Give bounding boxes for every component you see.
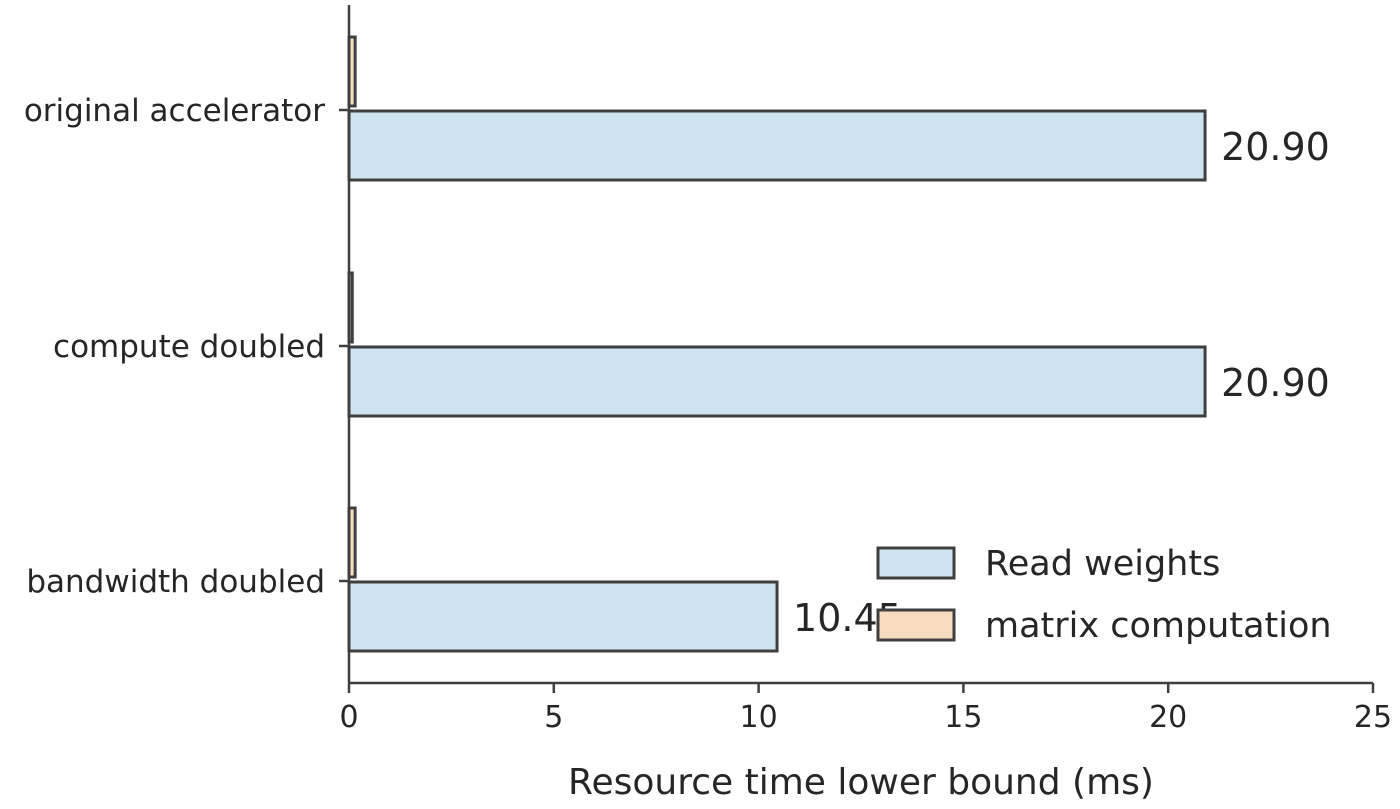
x-axis-label: Resource time lower bound (ms)	[568, 762, 1154, 803]
x-tick-label-25: 25	[1354, 700, 1392, 735]
x-tick-label-15: 15	[944, 700, 982, 735]
legend: Read weights matrix computation	[876, 544, 1332, 646]
data-label-original-accelerator: 20.90	[1221, 125, 1330, 169]
legend-swatch-matrix-computation	[876, 608, 956, 642]
category-label-bandwidth-doubled: bandwidth doubled	[26, 564, 325, 600]
labels-layer: 20.90 original accelerator 20.90 compute do…	[24, 93, 1392, 735]
category-label-original-accelerator: original accelerator	[24, 93, 325, 129]
bars-layer	[347, 35, 1207, 653]
bar-read-weights-compute-doubled	[347, 345, 1207, 418]
axes-layer	[347, 5, 1373, 685]
x-tick-label-5: 5	[544, 700, 563, 735]
x-tick-label-20: 20	[1149, 700, 1187, 735]
data-label-compute-doubled: 20.90	[1221, 361, 1330, 405]
legend-label-read-weights: Read weights	[985, 544, 1220, 584]
legend-swatch-read-weights	[876, 546, 956, 580]
bar-read-weights-bandwidth-doubled	[347, 580, 779, 653]
legend-label-matrix-computation: matrix computation	[985, 606, 1332, 646]
category-label-compute-doubled: compute doubled	[53, 329, 325, 365]
x-tick-label-10: 10	[740, 700, 778, 735]
bar-read-weights-original-accelerator	[347, 109, 1207, 182]
x-tick-label-0: 0	[339, 700, 358, 735]
